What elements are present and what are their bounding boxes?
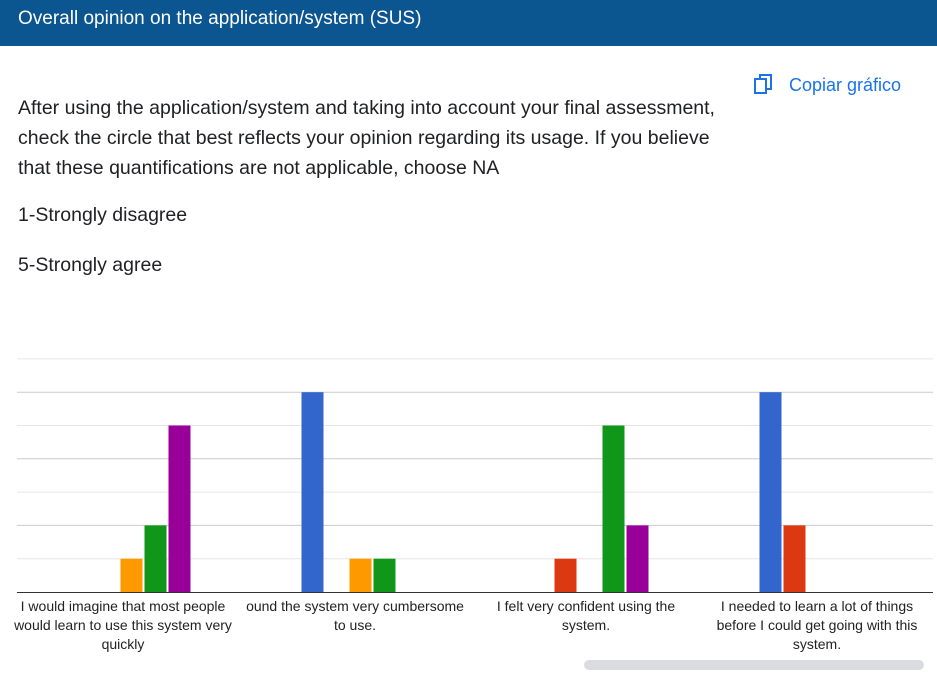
question-description: After using the application/system and t… [18,97,715,179]
copy-icon [754,74,772,94]
scale-high-label: 5-Strongly agree [18,254,163,276]
chart-title: Overall opinion on the application/syste… [18,8,422,29]
bar-cat1-series5[interactable] [168,425,191,593]
bar-cat3-series5[interactable] [626,525,649,592]
bar-cat1-series4[interactable] [144,525,167,592]
bar-cat4-series2[interactable] [783,525,806,592]
x-tick-label-1: I would imagine that most people would l… [14,598,232,652]
x-tick-label-4: I needed to learn a lot of things before… [716,598,918,652]
scale-low-label: 1-Strongly disagree [18,204,188,226]
bar-cat2-series3[interactable] [349,558,372,592]
copy-chart-label: Copiar gráfico [789,74,902,95]
bar-cat4-series1[interactable] [759,392,782,592]
bar-cat3-series4[interactable] [602,425,625,593]
bar-cat1-series3[interactable] [120,558,143,592]
x-tick-label-3: I felt very confident using the system. [496,598,676,633]
bar-chart [17,358,933,593]
copy-chart-button[interactable]: Copiar gráfico [752,70,901,100]
x-tick-label-2: ound the system very cumbersome to use. [246,598,464,633]
bar-cat2-series1[interactable] [301,392,324,592]
bar-cat2-series4[interactable] [373,558,396,592]
bar-cat3-series2[interactable] [554,558,577,592]
chart-header: Overall opinion on the application/syste… [0,0,937,46]
horizontal-scrollbar[interactable] [584,660,924,670]
